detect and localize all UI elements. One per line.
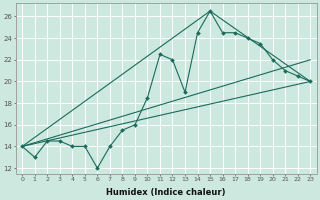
X-axis label: Humidex (Indice chaleur): Humidex (Indice chaleur)	[107, 188, 226, 197]
